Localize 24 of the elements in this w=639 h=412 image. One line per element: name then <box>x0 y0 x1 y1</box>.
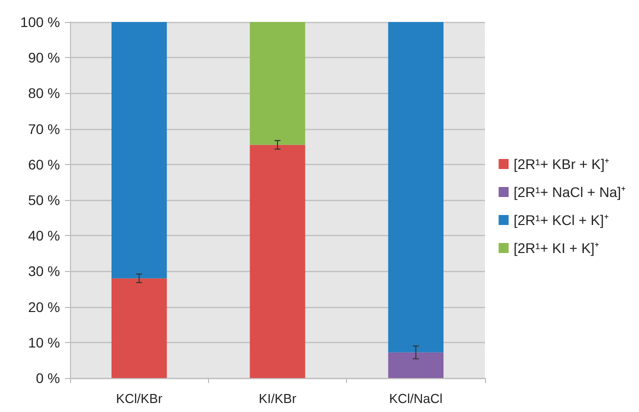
legend-label: [2R¹+ KBr + K]⁺ <box>514 156 610 172</box>
y-tick-label: 80 % <box>28 85 60 102</box>
y-tick-label: 90 % <box>28 50 60 66</box>
bar <box>112 22 167 278</box>
bar <box>250 144 306 378</box>
y-tick-label: 60 % <box>28 156 60 172</box>
y-tick-label: 100 % <box>20 14 60 30</box>
y-tick-label: 50 % <box>28 192 60 208</box>
legend-label: [2R¹+ KI + K]⁺ <box>514 240 600 256</box>
x-tick-label: KI/KBr <box>258 391 297 406</box>
y-tick-label: 30 % <box>28 263 60 280</box>
bar <box>250 22 306 145</box>
x-tick-label: KCl/KBr <box>116 391 163 406</box>
y-tick-label: 0 % <box>36 370 60 386</box>
y-tick-label: 70 % <box>28 120 60 137</box>
bar <box>388 22 444 352</box>
y-tick-label: 20 % <box>28 298 60 315</box>
bar <box>388 352 444 378</box>
y-tick-label: 10 % <box>28 334 60 350</box>
x-tick-label: KCl/NaCl <box>389 391 443 406</box>
bar <box>112 278 167 378</box>
legend-label: [2R¹+ KCl + K]⁺ <box>514 212 609 228</box>
y-tick-label: 40 % <box>28 228 60 244</box>
legend-label: [2R¹+ NaCl + Na]⁺ <box>514 184 626 200</box>
